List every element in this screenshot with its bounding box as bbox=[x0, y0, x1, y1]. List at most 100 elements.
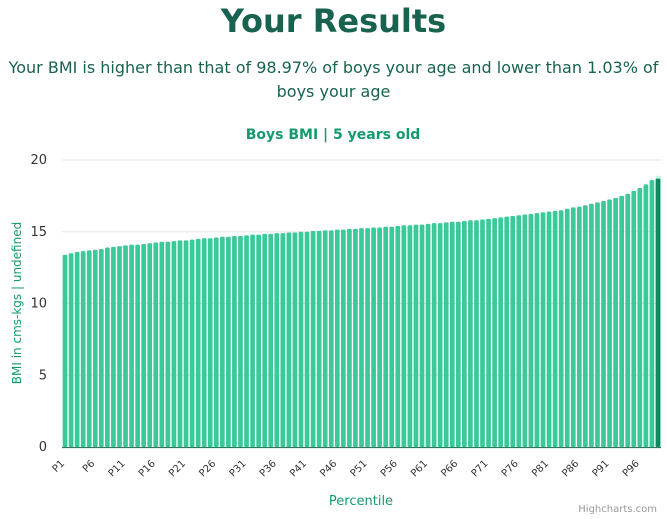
bar[interactable] bbox=[62, 254, 68, 447]
bar[interactable] bbox=[98, 248, 104, 447]
bar[interactable] bbox=[135, 244, 140, 447]
bar[interactable] bbox=[443, 222, 449, 447]
bar[interactable] bbox=[353, 228, 358, 447]
bar[interactable] bbox=[595, 202, 600, 447]
bar[interactable] bbox=[80, 251, 86, 447]
bar[interactable] bbox=[558, 210, 564, 447]
bar[interactable] bbox=[589, 203, 594, 447]
bar[interactable] bbox=[552, 210, 558, 447]
bar[interactable] bbox=[328, 230, 334, 447]
bar[interactable] bbox=[546, 211, 552, 447]
bar[interactable] bbox=[534, 213, 540, 447]
bar[interactable] bbox=[256, 234, 262, 447]
bar[interactable] bbox=[625, 193, 631, 447]
bar[interactable] bbox=[201, 238, 207, 447]
bar[interactable] bbox=[153, 242, 159, 447]
bar[interactable] bbox=[468, 220, 473, 447]
bar[interactable] bbox=[516, 215, 522, 447]
bar[interactable] bbox=[340, 229, 346, 447]
bar[interactable] bbox=[383, 226, 389, 447]
bar[interactable] bbox=[74, 251, 80, 447]
bar[interactable] bbox=[540, 212, 546, 447]
bar[interactable] bbox=[474, 220, 479, 447]
bar[interactable] bbox=[147, 243, 153, 447]
bar[interactable] bbox=[105, 247, 110, 447]
bar[interactable] bbox=[643, 184, 649, 447]
credits-link[interactable]: Highcharts.com bbox=[578, 504, 657, 515]
bar[interactable] bbox=[413, 224, 419, 447]
bar[interactable] bbox=[177, 240, 183, 447]
bar[interactable] bbox=[244, 235, 249, 447]
bar[interactable] bbox=[117, 246, 122, 447]
bar[interactable] bbox=[262, 233, 268, 447]
bar[interactable] bbox=[583, 205, 588, 447]
bar[interactable] bbox=[219, 236, 225, 447]
bar[interactable] bbox=[437, 223, 443, 447]
bar[interactable] bbox=[92, 249, 98, 447]
bar[interactable] bbox=[371, 227, 376, 447]
bar[interactable] bbox=[347, 228, 352, 447]
bar[interactable] bbox=[492, 218, 497, 447]
bar[interactable] bbox=[455, 221, 461, 447]
bar[interactable] bbox=[401, 225, 407, 447]
bar[interactable] bbox=[461, 220, 467, 447]
bar[interactable] bbox=[207, 238, 213, 447]
bar[interactable] bbox=[365, 228, 370, 447]
bar[interactable] bbox=[570, 207, 576, 447]
bar[interactable] bbox=[189, 239, 195, 447]
bar[interactable] bbox=[407, 225, 413, 447]
bar[interactable] bbox=[280, 233, 286, 447]
bar[interactable] bbox=[480, 219, 485, 447]
bar[interactable] bbox=[141, 243, 147, 447]
bar[interactable] bbox=[195, 238, 201, 447]
bar[interactable] bbox=[601, 200, 606, 447]
bar[interactable] bbox=[564, 208, 570, 447]
bar[interactable] bbox=[419, 224, 425, 447]
bar[interactable] bbox=[238, 236, 243, 447]
bar[interactable] bbox=[504, 216, 510, 447]
bar[interactable] bbox=[359, 228, 364, 447]
bar[interactable] bbox=[522, 214, 528, 447]
bar[interactable] bbox=[322, 230, 328, 447]
bar[interactable] bbox=[316, 231, 322, 447]
bar[interactable] bbox=[86, 250, 92, 447]
bar[interactable] bbox=[310, 231, 316, 447]
bar[interactable] bbox=[498, 217, 504, 447]
bar[interactable] bbox=[226, 236, 231, 447]
bar[interactable] bbox=[171, 241, 177, 447]
bar[interactable] bbox=[576, 206, 582, 447]
bar[interactable] bbox=[486, 218, 491, 447]
bar[interactable] bbox=[377, 227, 383, 447]
bar[interactable] bbox=[334, 229, 340, 447]
bar[interactable] bbox=[510, 215, 516, 447]
bar[interactable] bbox=[395, 226, 401, 447]
bar[interactable] bbox=[389, 226, 395, 447]
bar[interactable] bbox=[183, 240, 189, 447]
bar[interactable] bbox=[129, 244, 134, 447]
bar[interactable] bbox=[637, 187, 643, 448]
bar[interactable] bbox=[607, 199, 612, 447]
bar[interactable] bbox=[274, 233, 280, 447]
bar[interactable] bbox=[286, 232, 292, 447]
bar[interactable] bbox=[298, 231, 304, 447]
bar-highlighted[interactable] bbox=[655, 178, 661, 447]
bar[interactable] bbox=[123, 245, 128, 447]
bar[interactable] bbox=[159, 241, 165, 447]
bar[interactable] bbox=[649, 180, 655, 447]
bar[interactable] bbox=[613, 198, 618, 447]
bar[interactable] bbox=[619, 195, 625, 447]
bar[interactable] bbox=[232, 236, 237, 447]
bar[interactable] bbox=[68, 253, 74, 447]
bar[interactable] bbox=[449, 221, 455, 447]
bar[interactable] bbox=[268, 233, 274, 447]
bar[interactable] bbox=[111, 246, 116, 447]
bar[interactable] bbox=[165, 241, 171, 447]
bar[interactable] bbox=[425, 223, 431, 447]
bar[interactable] bbox=[431, 223, 437, 447]
bar[interactable] bbox=[631, 190, 637, 447]
bar[interactable] bbox=[250, 234, 255, 447]
bar[interactable] bbox=[292, 232, 298, 447]
bar[interactable] bbox=[213, 237, 219, 447]
bar[interactable] bbox=[528, 213, 534, 447]
bar[interactable] bbox=[304, 231, 310, 447]
